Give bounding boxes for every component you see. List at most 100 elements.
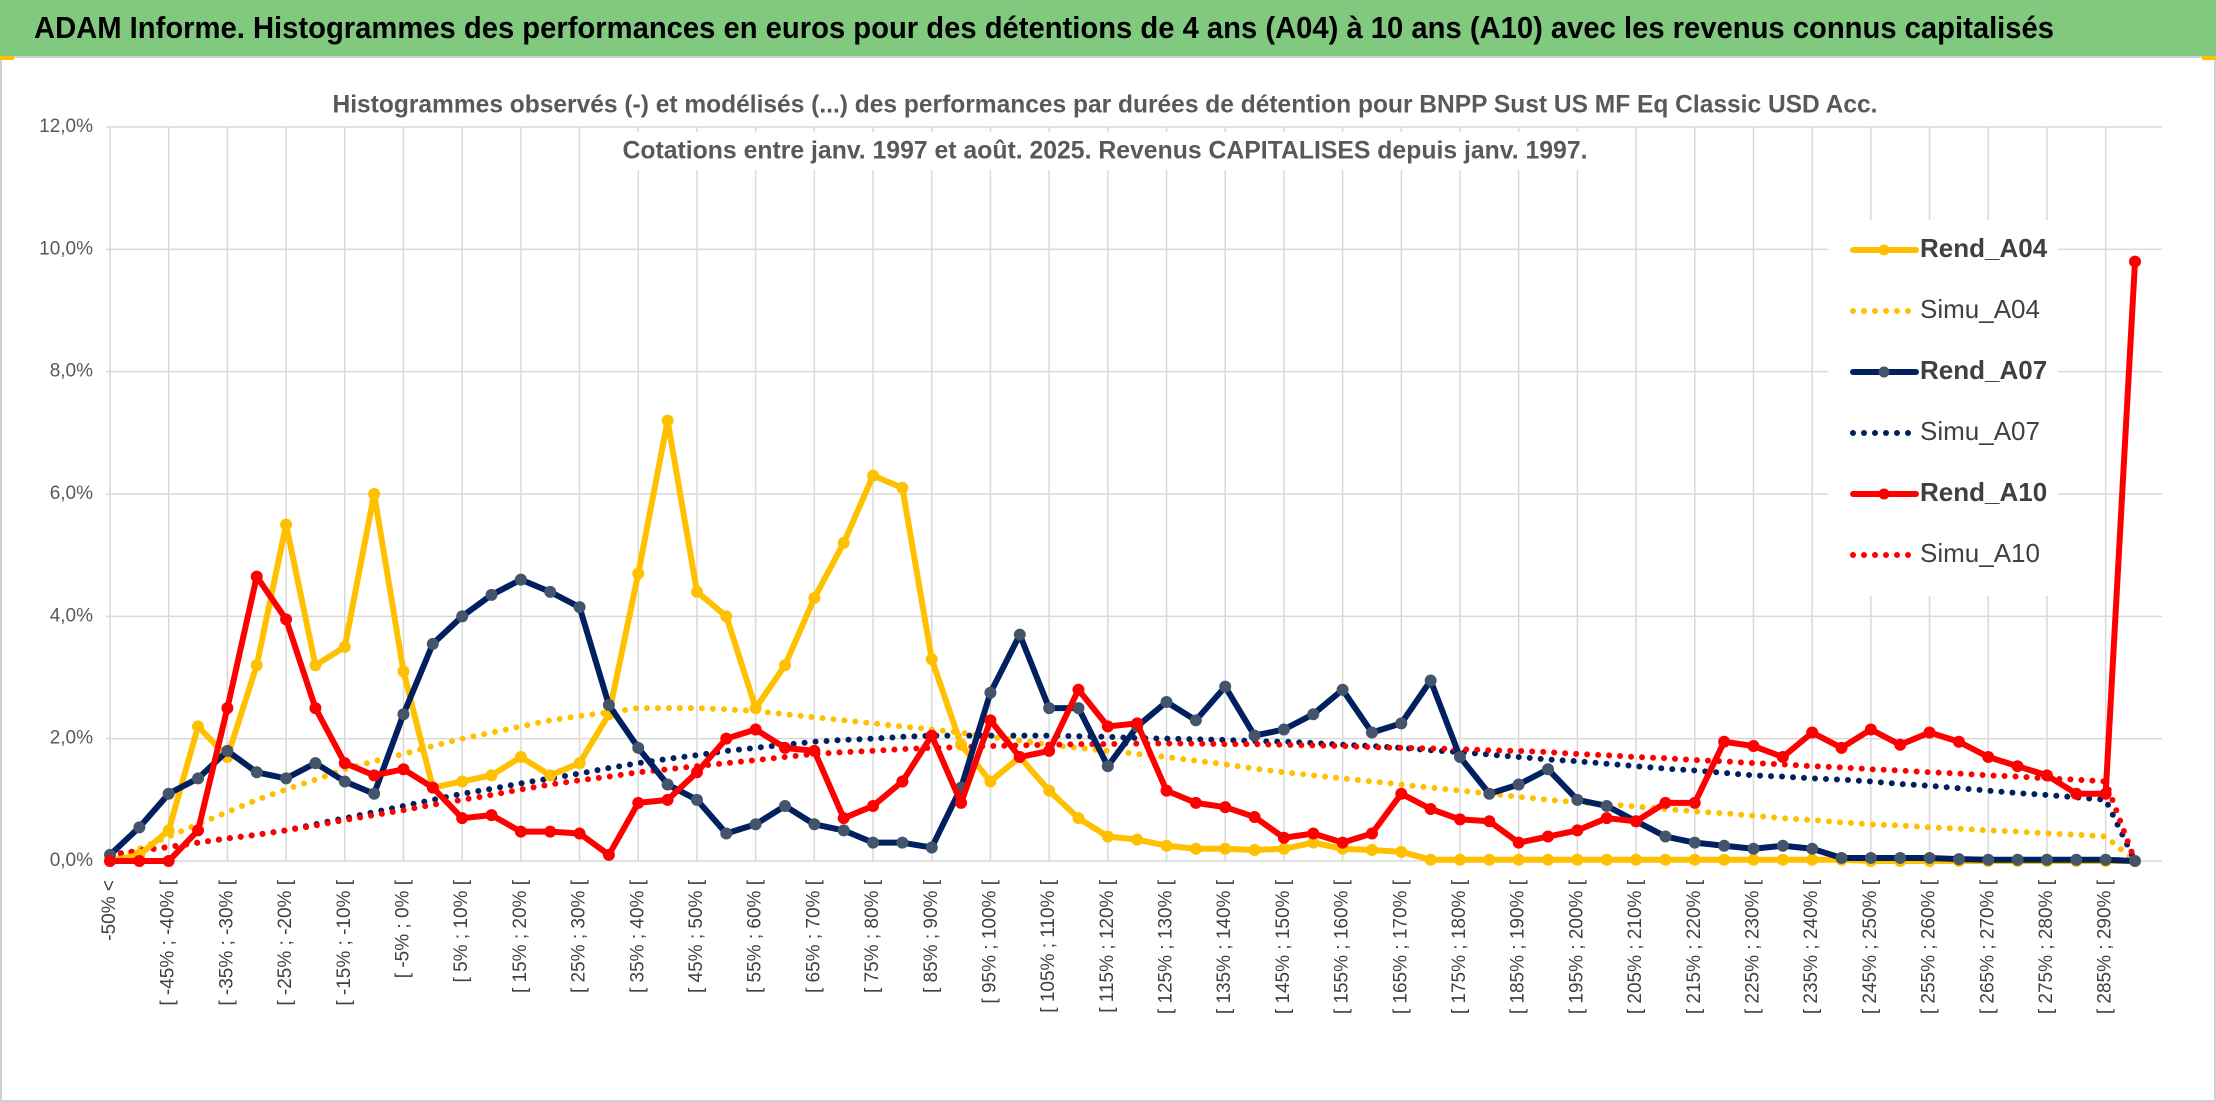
x-tick-label: [ -35% ; -30% [: [216, 879, 237, 1005]
point: [250, 570, 263, 583]
x-tick-label: [ 175% ; 180% [: [1449, 879, 1470, 1014]
point: [1248, 729, 1261, 742]
point: [749, 818, 762, 831]
point: [1982, 751, 1995, 764]
point: [808, 591, 821, 604]
x-tick-label: [ 195% ; 200% [: [1566, 879, 1587, 1014]
point: [867, 469, 880, 482]
chart-title: Histogrammes observés (-) et modélisés (…: [333, 91, 1878, 119]
point: [368, 769, 381, 782]
point: [867, 836, 880, 849]
point: [1072, 683, 1085, 696]
point: [1512, 778, 1525, 791]
point: [426, 637, 439, 650]
point: [514, 751, 527, 764]
point: [1571, 824, 1584, 837]
point: [1160, 784, 1173, 797]
point: [162, 824, 175, 837]
x-tick-label: [ 285% ; 290% [: [2095, 879, 2116, 1014]
x-tick-label: [ 235% ; 240% [: [1801, 879, 1822, 1014]
point: [1776, 839, 1789, 852]
subtitle-bg: [614, 132, 1594, 170]
point: [1747, 853, 1760, 866]
point: [1307, 827, 1320, 840]
point: [1835, 851, 1848, 864]
point: [1659, 796, 1672, 809]
point: [690, 585, 703, 598]
point: [456, 812, 469, 825]
point: [661, 778, 674, 791]
legend-label: Rend_A10: [1920, 477, 2047, 507]
x-tick-label: [ 15% ; 20% [: [510, 879, 531, 993]
point: [1718, 839, 1731, 852]
point: [1483, 815, 1496, 828]
point: [1160, 839, 1173, 852]
point: [192, 824, 205, 837]
point: [162, 787, 175, 800]
point: [749, 702, 762, 715]
point: [2099, 787, 2112, 800]
point: [1806, 853, 1819, 866]
x-tick-label: [ 55% ; 60% [: [745, 879, 766, 993]
point: [1131, 717, 1144, 730]
x-tick-label: [ 35% ; 40% [: [627, 879, 648, 993]
point: [368, 787, 381, 800]
point: [1688, 853, 1701, 866]
point: [1248, 810, 1261, 823]
point: [1923, 851, 1936, 864]
x-tick-label: [ 85% ; 90% [: [921, 879, 942, 993]
point: [1600, 799, 1613, 812]
point: [2129, 855, 2141, 867]
x-tick-label: [ 225% ; 230% [: [1742, 879, 1763, 1014]
point: [1043, 744, 1056, 757]
point: [2099, 853, 2112, 866]
point: [1277, 842, 1290, 855]
point: [2011, 760, 2024, 773]
x-tick-label: [ 135% ; 140% [: [1214, 879, 1235, 1014]
point: [1600, 853, 1613, 866]
point: [1835, 741, 1848, 754]
chart-frame: [0, 56, 2216, 1102]
point: [984, 686, 997, 699]
point: [1718, 853, 1731, 866]
point: [338, 775, 351, 788]
point: [338, 640, 351, 653]
x-tick-label: [ 145% ; 150% [: [1273, 879, 1294, 1014]
point: [1630, 815, 1643, 828]
point: [280, 518, 293, 531]
banner-title: ADAM Informe. Histogrammes des performan…: [34, 10, 2054, 45]
x-tick-label: [ 155% ; 160% [: [1332, 879, 1353, 1014]
point: [925, 841, 938, 854]
x-tick-label: -50% <: [99, 880, 120, 941]
point: [1454, 751, 1466, 764]
point: [309, 659, 322, 672]
x-tick-label: [ 255% ; 260% [: [1919, 879, 1940, 1014]
observed-line: [107, 417, 2138, 864]
point: [837, 536, 850, 549]
point: [632, 741, 645, 754]
point: [602, 848, 615, 861]
point: [104, 855, 116, 867]
point: [1424, 853, 1437, 866]
point: [867, 799, 880, 812]
point: [1952, 853, 1965, 866]
point: [720, 732, 733, 745]
point: [1101, 760, 1114, 773]
point: [984, 775, 997, 788]
point: [1277, 831, 1290, 844]
legend-label: Simu_A10: [1920, 538, 2040, 568]
point: [1101, 720, 1114, 733]
point: [280, 613, 293, 626]
point: [397, 665, 410, 678]
x-tick-label: [ 95% ; 100% [: [979, 879, 1000, 1003]
point: [1013, 751, 1026, 764]
point: [1718, 735, 1731, 748]
point: [1982, 853, 1995, 866]
point: [1395, 787, 1408, 800]
point: [2070, 853, 2083, 866]
point: [1072, 812, 1085, 825]
point: [1395, 845, 1408, 858]
chart-subtitle: Cotations entre janv. 1997 et août. 2025…: [623, 137, 1588, 165]
x-tick-label: [ 215% ; 220% [: [1684, 879, 1705, 1014]
